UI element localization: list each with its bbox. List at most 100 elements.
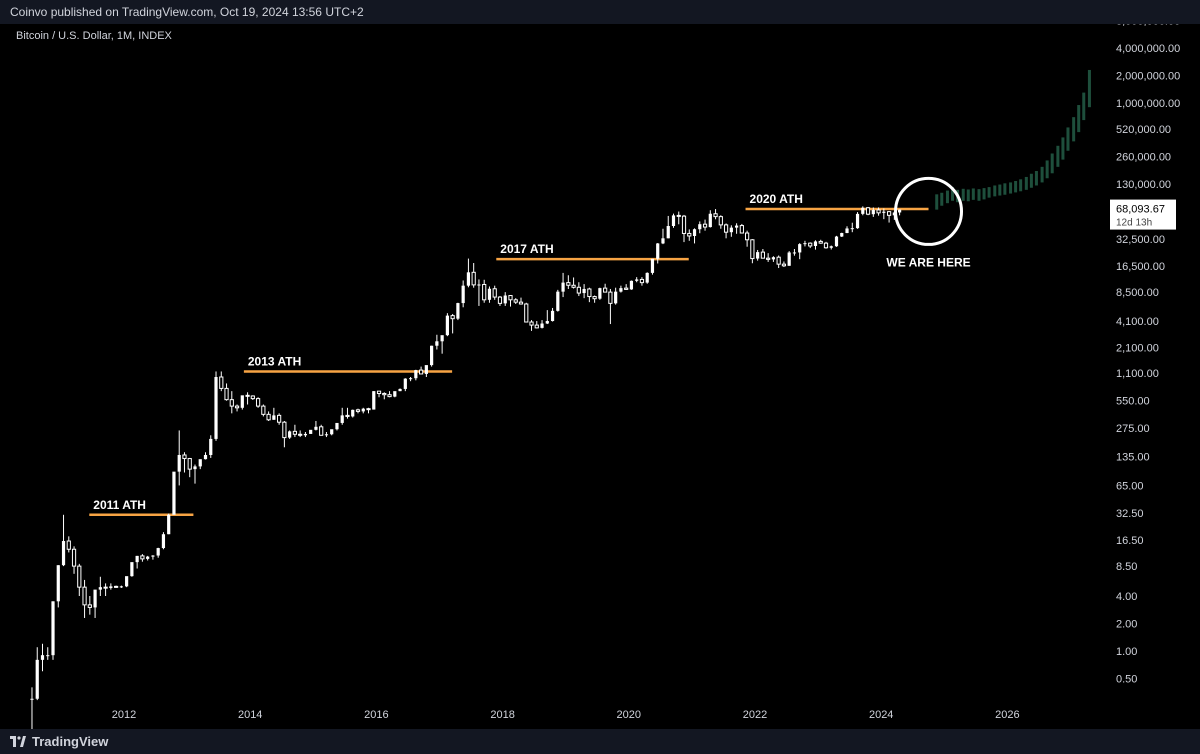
brand: TradingView (10, 734, 108, 749)
candle-body (229, 399, 234, 407)
candle-body (56, 565, 60, 602)
projection-candle (971, 188, 975, 200)
projection-candle (1014, 180, 1018, 193)
candle-body (661, 238, 665, 244)
candle-body (61, 541, 66, 566)
candle-body (340, 415, 344, 423)
candle-body (167, 514, 171, 535)
projection-candle (1019, 179, 1023, 192)
projection-candle (1072, 117, 1076, 142)
y-tick-label: 8,000,000.00 (1116, 24, 1180, 28)
y-tick-label: 1,000,000.00 (1116, 98, 1180, 110)
y-tick-label: 260,000.00 (1116, 151, 1171, 163)
candle-body (456, 303, 460, 319)
candle-body (702, 223, 708, 228)
candle-body (330, 429, 334, 435)
bar-countdown: 12d 13h (1116, 218, 1152, 229)
y-tick-label: 16.50 (1116, 535, 1144, 547)
candle-body (414, 370, 418, 379)
candle-body (240, 395, 244, 408)
candle-body (82, 586, 87, 606)
candle-body (534, 324, 539, 329)
y-tick-label: 1.00 (1116, 646, 1137, 658)
candle-body (372, 391, 376, 410)
candle-body (608, 291, 613, 304)
projection-candle (1087, 69, 1091, 108)
candle-body (592, 296, 597, 300)
projection-candle (1003, 183, 1007, 195)
candle-body (255, 398, 261, 407)
candle-body (834, 236, 839, 247)
candle-body (650, 258, 655, 273)
candle-body (30, 698, 34, 700)
candle-body (214, 377, 218, 439)
y-tick-label: 4,100.00 (1116, 316, 1159, 328)
candle-body (582, 288, 586, 294)
ath-label: 2013 ATH (248, 354, 301, 368)
we-are-here-label: WE ARE HERE (886, 255, 970, 269)
candle-body (209, 438, 213, 455)
candle-body (624, 287, 629, 290)
projection-candle (935, 194, 939, 210)
candle-body (750, 239, 755, 260)
candle-body (540, 323, 544, 328)
candle-body (203, 454, 208, 460)
candle-body (109, 586, 113, 588)
chart-area[interactable]: Bitcoin / U.S. Dollar, 1M, INDEX 2012 201… (0, 16, 1200, 754)
y-tick-label: 4.00 (1116, 591, 1137, 603)
projection-candle (1034, 171, 1038, 186)
projection-candle (966, 189, 970, 202)
candle-body (587, 288, 592, 298)
candle-body (771, 257, 776, 260)
candle-body (471, 271, 476, 286)
candle-body (745, 232, 750, 241)
candle-body (681, 215, 687, 234)
candle-body (272, 415, 276, 420)
candle-body (125, 576, 129, 587)
candle-body (898, 209, 902, 213)
candle-body (698, 224, 702, 230)
y-tick-label: 32.50 (1116, 508, 1144, 520)
y-tick-label: 65.00 (1116, 480, 1144, 492)
candle-body (566, 282, 571, 286)
candle-body (829, 246, 833, 248)
brand-name: TradingView (32, 734, 109, 749)
candle-body (508, 295, 513, 301)
projection-candle (1061, 137, 1065, 160)
projection-candle (1056, 145, 1060, 167)
candle-body (351, 409, 355, 417)
tradingview-logo-icon (10, 736, 26, 747)
candle-body (729, 227, 733, 233)
candle-body (798, 244, 802, 253)
candle-body (614, 291, 618, 304)
candle-body (855, 213, 860, 229)
candle-body (497, 296, 503, 304)
candle-body (424, 365, 428, 374)
candle-body (387, 394, 392, 398)
y-tick-label: 32,500.00 (1116, 234, 1165, 246)
candle-body (629, 280, 634, 290)
candle-body (187, 458, 192, 470)
price-chart[interactable]: 2012 2014 2016 2018 2020 2022 2024 2026 8,000,00… (0, 16, 1200, 754)
candle-body (319, 426, 324, 436)
candle-body (261, 405, 266, 415)
candle-body (813, 241, 818, 246)
candle-body (734, 225, 739, 228)
candle-body (598, 288, 602, 299)
y-tick-label: 2,000,000.00 (1116, 71, 1180, 83)
candle-body (355, 409, 361, 412)
candle-body (182, 454, 187, 460)
candle-body (718, 216, 723, 226)
x-tick-label: 2012 (112, 709, 136, 721)
candle-body (445, 315, 449, 336)
candle-body (130, 562, 134, 577)
projection-candle (1082, 92, 1086, 121)
ath-label: 2011 ATH (93, 498, 146, 512)
x-tick-label: 2016 (364, 709, 388, 721)
candle-body (172, 471, 176, 515)
candle-body (193, 466, 197, 470)
candle-body (808, 242, 813, 247)
candle-body (886, 211, 892, 216)
candle-body (119, 586, 123, 588)
x-tick-label: 2014 (238, 709, 262, 721)
